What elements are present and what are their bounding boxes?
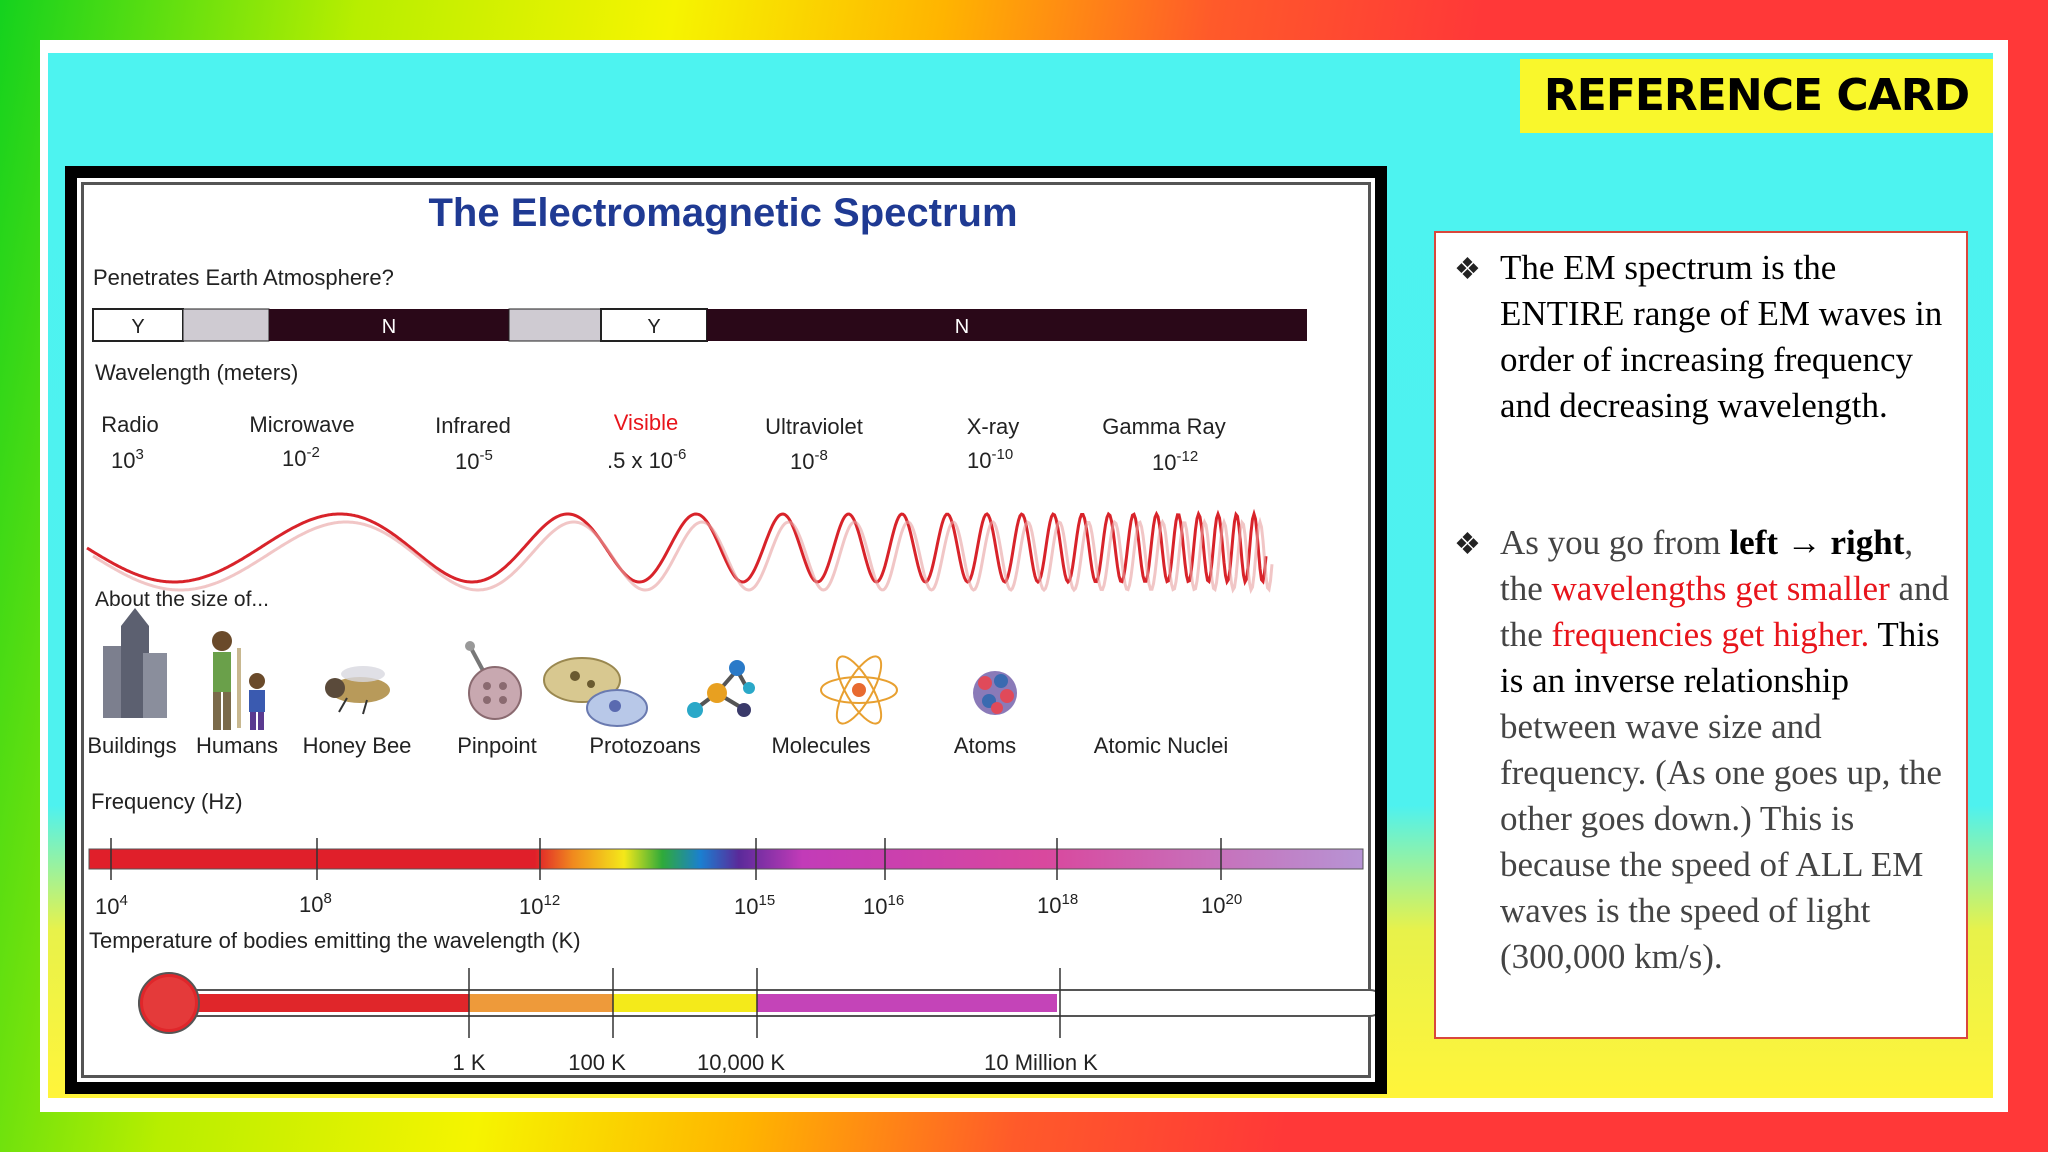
thermometer — [138, 972, 1384, 1034]
band-wavelength-radio: 103 — [111, 446, 144, 473]
temperature-10-million-k: 10 Million K — [984, 1050, 1098, 1075]
temperature-10000k: 10,000 K — [697, 1050, 785, 1075]
frequency-1e8: 108 — [299, 890, 332, 917]
temperature-labels: 1 K 100 K 10,000 K 10 Million K — [452, 1050, 1098, 1075]
atmosphere-no-1: N — [382, 316, 396, 338]
atmosphere-label: Penetrates Earth Atmosphere? — [93, 265, 394, 290]
atomic-nuclei-icon — [973, 671, 1017, 715]
diagram-title: The Electromagnetic Spectrum — [428, 191, 1017, 235]
reference-card-tag: REFERENCE CARD — [1520, 59, 1993, 133]
band-wavelength-microwave: 10-2 — [282, 444, 320, 471]
frequency-1e4: 104 — [95, 892, 128, 919]
buildings-icon — [103, 608, 167, 718]
note-text: This is an inverse relationship — [1500, 615, 1940, 700]
note-text: between wave size and frequency. (As one… — [1500, 707, 1942, 976]
band-wavelength-visible: .5 x 10-6 — [607, 446, 686, 473]
atmosphere-yes-1: Y — [131, 316, 144, 338]
bullet-icon: ❖ — [1454, 528, 1481, 561]
atmosphere-segment-3 — [269, 309, 509, 341]
frequency-1e15: 1015 — [734, 892, 775, 919]
frequency-ticks — [110, 838, 1222, 880]
frequency-label: Frequency (Hz) — [91, 789, 243, 814]
em-spectrum-diagram: The Electromagnetic Spectrum Penetrates … — [74, 175, 1384, 1085]
atmosphere-segment-6 — [707, 309, 1307, 341]
band-wavelength-xray: 10-10 — [967, 446, 1013, 473]
band-wavelength-infrared: 10-5 — [455, 447, 493, 474]
atmosphere-bar: Y N Y N — [92, 308, 1307, 342]
band-name-xray: X-ray — [967, 414, 1020, 439]
bullet-icon: ❖ — [1454, 253, 1481, 286]
atmosphere-yes-2: Y — [647, 316, 660, 338]
atmosphere-segment-5 — [600, 308, 708, 342]
size-labels: Buildings Humans Honey Bee Pinpoint Prot… — [87, 733, 1228, 758]
pinpoint-icon — [465, 641, 522, 720]
note-emphasis: left → — [1729, 523, 1822, 562]
note-highlight: frequencies get higher. — [1551, 615, 1870, 654]
humans-icon — [212, 631, 265, 730]
band-name-gamma: Gamma Ray — [1102, 414, 1225, 439]
temperature-ticks — [468, 968, 1061, 1038]
band-name-ultraviolet: Ultraviolet — [765, 414, 863, 439]
protozoans-icon — [543, 657, 648, 727]
em-wave-shadow — [92, 516, 1274, 595]
frequency-bar — [88, 848, 1364, 870]
size-atomic-nuclei: Atomic Nuclei — [1094, 733, 1228, 758]
band-name-visible: Visible — [614, 410, 678, 435]
size-label: About the size of... — [95, 588, 269, 611]
band-wavelength-gamma: 10-12 — [1152, 448, 1198, 475]
frequency-1e16: 1016 — [863, 892, 904, 919]
atmosphere-segment-4 — [508, 308, 602, 342]
honey-bee-icon — [325, 666, 390, 715]
band-name-microwave: Microwave — [249, 412, 354, 437]
frequency-1e18: 1018 — [1037, 891, 1078, 918]
frequency-1e12: 1012 — [519, 892, 560, 919]
atoms-icon — [820, 655, 898, 725]
band-labels: Radio Microwave Infrared Visible Ultravi… — [101, 410, 1225, 475]
temperature-100k: 100 K — [568, 1050, 626, 1075]
note-paragraph-2: As you go from left → right, the wavelen… — [1500, 520, 1950, 980]
note-highlight: wavelengths get smaller — [1551, 569, 1890, 608]
atmosphere-segment-2 — [182, 308, 270, 342]
size-atoms: Atoms — [954, 733, 1016, 758]
frequency-1e20: 1020 — [1201, 891, 1242, 918]
size-molecules: Molecules — [771, 733, 870, 758]
band-wavelength-ultraviolet: 10-8 — [790, 447, 828, 474]
size-honey-bee: Honey Bee — [303, 733, 412, 758]
note-text: As you go from — [1500, 523, 1730, 562]
temperature-1k: 1 K — [452, 1050, 485, 1075]
molecules-icon — [687, 660, 755, 718]
note-text: and the — [1500, 569, 1950, 654]
size-pinpoint: Pinpoint — [457, 733, 537, 758]
note-paragraph-1: The EM spectrum is the ENTIRE range of E… — [1500, 248, 1943, 425]
band-name-infrared: Infrared — [435, 413, 511, 438]
note-text: , the — [1500, 523, 1914, 608]
size-protozoans: Protozoans — [589, 733, 700, 758]
note-emphasis: right — [1830, 523, 1905, 562]
notes-panel: ❖ The EM spectrum is the ENTIRE range of… — [1434, 231, 1968, 1039]
band-name-radio: Radio — [101, 412, 158, 437]
size-buildings: Buildings — [87, 733, 176, 758]
atmosphere-no-2: N — [955, 316, 969, 338]
temperature-label: Temperature of bodies emitting the wavel… — [89, 928, 581, 953]
frequency-labels: 104 108 1012 1015 1016 1018 1020 — [95, 890, 1242, 919]
wavelength-label: Wavelength (meters) — [95, 360, 298, 385]
size-humans: Humans — [196, 733, 278, 758]
